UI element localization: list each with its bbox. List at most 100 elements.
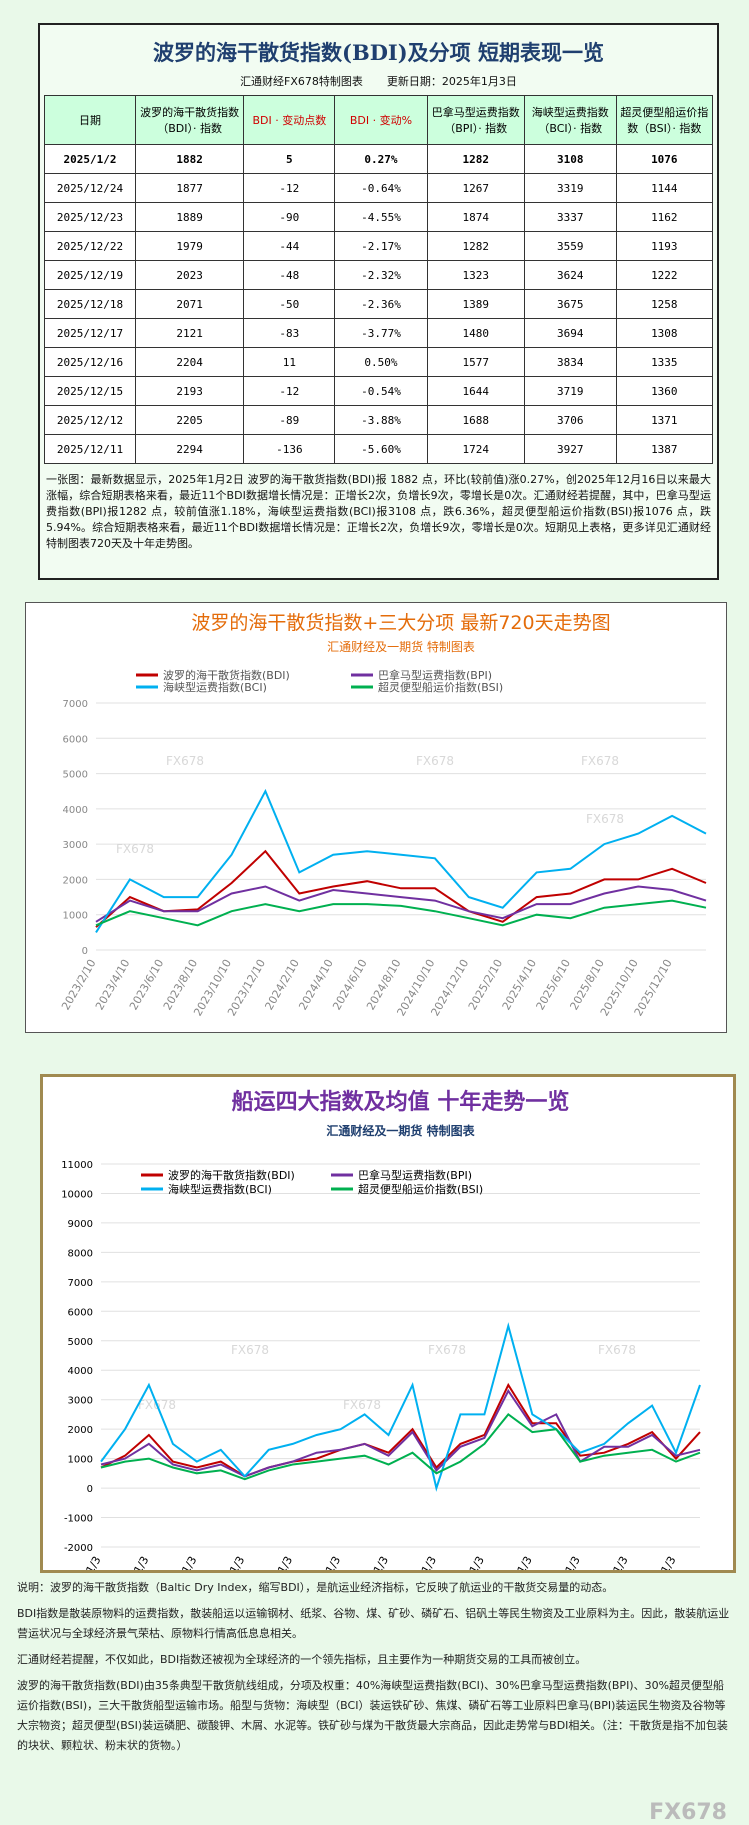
x-tick-label: 2025/1/3 [643,1554,679,1573]
header-cell: 日期 [43,95,137,145]
y-tick-label: 4000 [68,1366,93,1377]
table-cell: 1267 [426,173,525,203]
header-cell: 超灵便型船运价指数（BSI）· 指数 [615,95,714,145]
table-cell: 2023 [135,260,245,290]
table-cell: 1644 [426,376,525,406]
table-cell: 3834 [523,347,617,377]
table-cell: 0.50% [334,347,428,377]
legend-label: 超灵便型船运价指数(BSI) [378,680,503,694]
series-line [95,788,707,933]
table-cell: 2025/12/12 [43,405,137,435]
chart-subtitle: 汇通财经及一期货 特制图表 [327,639,475,654]
y-tick-label: 8000 [68,1248,93,1259]
table-cell: -50 [243,289,336,319]
table-cell: 1371 [615,405,714,435]
table-cell: 1874 [426,202,525,232]
y-tick-label: 6000 [63,734,88,745]
table-cell: 2025/12/16 [43,347,137,377]
chart-subtitle: 汇通财经及一期货 特制图表 [326,1123,475,1138]
x-tick-label: 2025/6/10 [534,957,573,1012]
table-cell: 1076 [615,144,714,174]
header-cell: BDI · 变动点数 [243,95,336,145]
x-tick-label: 2023/8/10 [161,957,200,1012]
table-cell: 1387 [615,434,714,464]
table-cell: -90 [243,202,336,232]
table-cell: -4.55% [334,202,428,232]
note-paragraph: 波罗的海干散货指数(BDI)由35条典型干散货航线组成，分项及权重：40%海峡型… [17,1679,728,1752]
table-cell: 1724 [426,434,525,464]
table-cell: 2025/12/17 [43,318,137,348]
table-panel: 波罗的海干散货指数(BDI)及分项 短期表现一览 汇通财经FX678特制图表 更新… [38,23,719,580]
y-tick-label: 9000 [68,1219,93,1230]
table-cell: 3706 [523,405,617,435]
x-tick-label: 2018/1/3 [307,1554,343,1573]
table-cell: 3319 [523,173,617,203]
y-tick-label: 2000 [68,1425,93,1436]
legend-label: 巴拿马型运费指数(BPI) [358,1168,472,1182]
watermark: FX678 [581,754,619,768]
legend-label: 海峡型运费指数(BCI) [168,1182,272,1196]
table-cell: 2193 [135,376,245,406]
table-cell: 1360 [615,376,714,406]
table-cell: 1979 [135,231,245,261]
table-cell: 2025/12/15 [43,376,137,406]
header-cell: 巴拿马型运费指数（BPI）· 指数 [426,95,525,145]
table-cell: -12 [243,376,336,406]
table-cell: 2025/12/11 [43,434,137,464]
table-cell: 3559 [523,231,617,261]
table-row: 2025/12/16 2204 11 0.50% 1577 3834 1335 [43,347,714,377]
table-cell: -44 [243,231,336,261]
table-cell: 2025/12/23 [43,202,137,232]
watermark: FX678 [166,754,204,768]
table-cell: -2.36% [334,289,428,319]
table-row: 2025/12/12 2205 -89 -3.88% 1688 3706 1371 [43,405,714,435]
watermark: FX678 [116,842,154,856]
table-cell: 2294 [135,434,245,464]
x-tick-label: 2020/1/3 [403,1554,439,1573]
table-row: 2025/1/2 1882 5 0.27% 1282 3108 1076 [43,144,714,174]
table-cell: 3675 [523,289,617,319]
table-cell: 1162 [615,202,714,232]
legend-label: 超灵便型船运价指数(BSI) [358,1182,483,1196]
x-tick-label: 2014/1/3 [116,1554,152,1573]
table-cell: -3.77% [334,318,428,348]
data-table: 日期 波罗的海干散货指数（BDI）· 指数 BDI · 变动点数 BDI · 变动% 巴… [43,95,714,464]
y-tick-label: 7000 [68,1278,93,1289]
table-cell: 1882 [135,144,245,174]
table-row: 2025/12/15 2193 -12 -0.54% 1644 3719 1360 [43,376,714,406]
x-tick-label: 2017/1/3 [259,1554,295,1573]
x-tick-label: 2023/1/3 [547,1554,583,1573]
header-cell: BDI · 变动% [334,95,428,145]
header-cell: 波罗的海干散货指数（BDI）· 指数 [135,95,245,145]
table-cell: 1282 [426,144,525,174]
table-row: 2025/12/18 2071 -50 -2.36% 1389 3675 1258 [43,289,714,319]
table-subtitle: 汇通财经FX678特制图表 更新日期：2025年1月3日 [40,73,717,89]
watermark: FX678 [416,754,454,768]
table-cell: -89 [243,405,336,435]
table-cell: 1688 [426,405,525,435]
x-tick-label: 2023/6/10 [127,957,166,1012]
subtitle: 汇通财经FX678特制图表 [240,75,363,88]
table-cell: -5.60% [334,434,428,464]
table-cell: 2025/12/22 [43,231,137,261]
y-tick-label: 5000 [63,770,88,781]
table-cell: 2025/12/19 [43,260,137,290]
footer-logo: FX678 [649,1800,727,1825]
y-tick-label: 1000 [63,911,88,922]
table-cell: 1480 [426,318,525,348]
y-tick-label: 0 [87,1484,93,1495]
x-tick-label: 2024/1/3 [595,1554,631,1573]
y-tick-label: 4000 [63,805,88,816]
y-tick-label: -2000 [64,1543,93,1554]
y-tick-label: 2000 [63,875,88,886]
table-cell: -2.17% [334,231,428,261]
table-cell: 1323 [426,260,525,290]
series-line [100,1382,701,1478]
notes: 说明：波罗的海干散货指数（Baltic Dry Index，缩写BDI），是航运… [17,1578,735,1762]
legend-label: 波罗的海干散货指数(BDI) [163,668,290,682]
table-row: 2025/12/23 1889 -90 -4.55% 1874 3337 1162 [43,202,714,232]
table-cell: 2025/12/24 [43,173,137,203]
